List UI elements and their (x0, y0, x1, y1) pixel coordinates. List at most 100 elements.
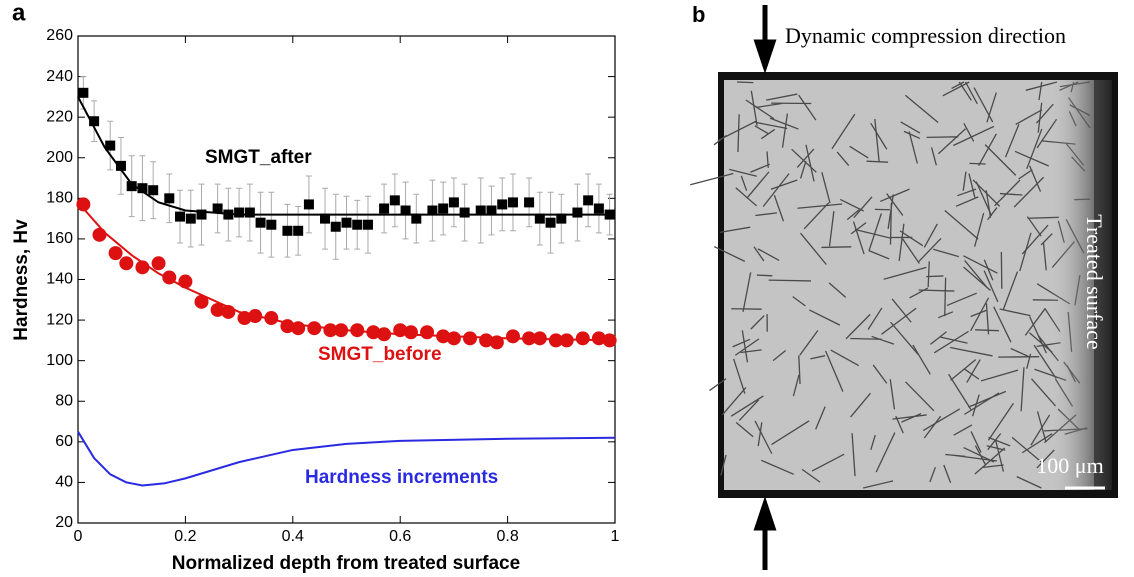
micrograph: Dynamic compression direction Treated su… (690, 5, 1118, 570)
point (460, 208, 470, 218)
arrow (757, 504, 773, 570)
point (307, 321, 321, 335)
point (116, 161, 126, 171)
point (379, 203, 389, 213)
point (256, 218, 266, 228)
point (401, 206, 411, 216)
point (109, 246, 123, 260)
x-tick-label: 0 (74, 528, 83, 545)
arrow (757, 5, 773, 66)
point (605, 210, 615, 220)
point (411, 214, 421, 224)
point (560, 333, 574, 347)
series-label: SMGT_after (205, 147, 312, 168)
point (447, 331, 461, 345)
point (427, 206, 437, 216)
point (476, 206, 486, 216)
point (127, 181, 137, 191)
point (334, 323, 348, 337)
point (223, 210, 233, 220)
point (350, 323, 364, 337)
x-tick-label: 0.2 (174, 528, 196, 545)
point (282, 226, 292, 236)
grain-boundary (969, 163, 985, 164)
point (438, 203, 448, 213)
point (603, 333, 617, 347)
panel-label: a (12, 0, 26, 26)
point (508, 197, 518, 207)
point (92, 228, 106, 242)
panel-label: b (692, 2, 705, 27)
point (352, 220, 362, 230)
grain-boundary (821, 247, 851, 248)
point (572, 208, 582, 218)
y-tick-label: 20 (55, 514, 73, 531)
point (164, 193, 174, 203)
grain-boundary (927, 137, 959, 138)
point (148, 185, 158, 195)
point (331, 222, 341, 232)
grain-boundary (945, 278, 946, 317)
figure: a b Normalized depth from treated surfac… (0, 0, 1134, 577)
grain-boundary (737, 82, 753, 83)
y-tick-label: 260 (46, 27, 73, 44)
point (245, 208, 255, 218)
point (195, 295, 209, 309)
point (105, 141, 115, 151)
grain-boundary (975, 330, 999, 331)
point (320, 214, 330, 224)
x-tick-label: 0.4 (282, 528, 304, 545)
point (248, 309, 262, 323)
point (76, 197, 90, 211)
y-tick-label: 60 (55, 433, 73, 450)
point (404, 325, 418, 339)
point (266, 220, 276, 230)
point (137, 183, 147, 193)
x-tick-label: 1 (611, 528, 620, 545)
point (535, 214, 545, 224)
y-tick-label: 120 (46, 311, 73, 328)
point (363, 220, 373, 230)
point (546, 218, 556, 228)
point (576, 331, 590, 345)
y-tick-label: 100 (46, 352, 73, 369)
point (89, 116, 99, 126)
point (497, 199, 507, 209)
point (556, 214, 566, 224)
point (463, 331, 477, 345)
point (221, 305, 235, 319)
point (449, 197, 459, 207)
y-tick-label: 80 (55, 392, 73, 409)
point (420, 325, 434, 339)
point (175, 212, 185, 222)
point (186, 214, 196, 224)
point (152, 256, 166, 270)
y-tick-label: 220 (46, 108, 73, 125)
point (506, 329, 520, 343)
grain-boundary (757, 275, 772, 276)
point (304, 199, 314, 209)
annotation: Treated surface (1082, 214, 1107, 349)
point (390, 195, 400, 205)
y-tick-label: 160 (46, 230, 73, 247)
point (197, 210, 207, 220)
point (533, 331, 547, 345)
point (234, 208, 244, 218)
point (594, 203, 604, 213)
point (490, 335, 504, 349)
point (486, 206, 496, 216)
y-tick-label: 240 (46, 68, 73, 85)
point (524, 197, 534, 207)
point (78, 88, 88, 98)
series-label: Hardness increments (305, 467, 498, 488)
plot-frame (78, 36, 615, 523)
point (264, 311, 278, 325)
x-tick-label: 0.8 (496, 528, 518, 545)
point (135, 260, 149, 274)
scale-label: 100 μm (1036, 453, 1103, 478)
annotation: Dynamic compression direction (785, 23, 1066, 48)
point (583, 195, 593, 205)
grain-boundary (769, 280, 811, 281)
point (213, 203, 223, 213)
point (377, 327, 391, 341)
